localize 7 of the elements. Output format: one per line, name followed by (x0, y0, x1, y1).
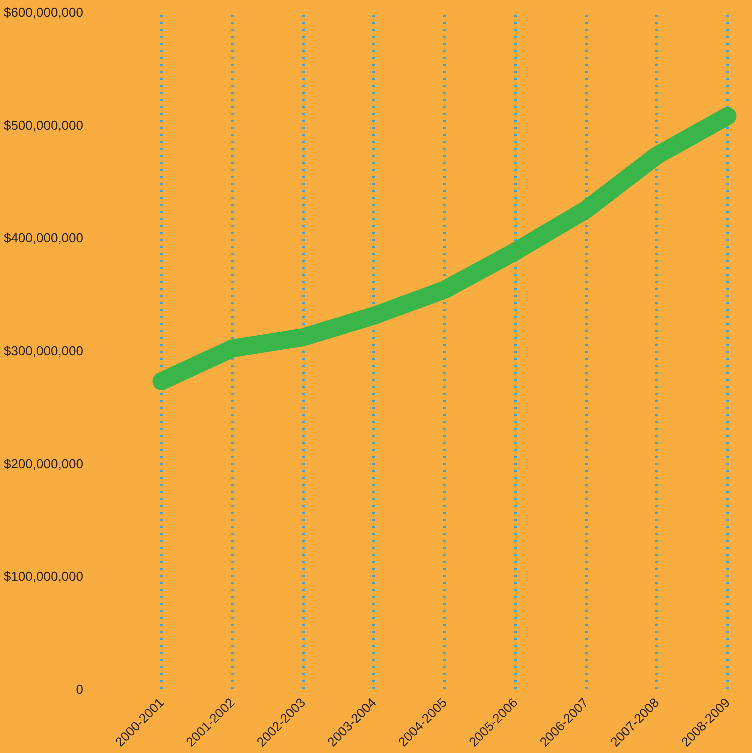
y-tick-label: $100,000,000 (4, 569, 84, 584)
y-tick-label: 0 (76, 682, 84, 697)
y-tick-label: $400,000,000 (4, 230, 84, 246)
y-tick-label: $600,000,000 (4, 5, 84, 20)
y-tick-label: $300,000,000 (4, 344, 84, 358)
y-tick-label: $500,000,000 (4, 118, 84, 133)
y-tick-label: $200,000,000 (4, 456, 84, 472)
